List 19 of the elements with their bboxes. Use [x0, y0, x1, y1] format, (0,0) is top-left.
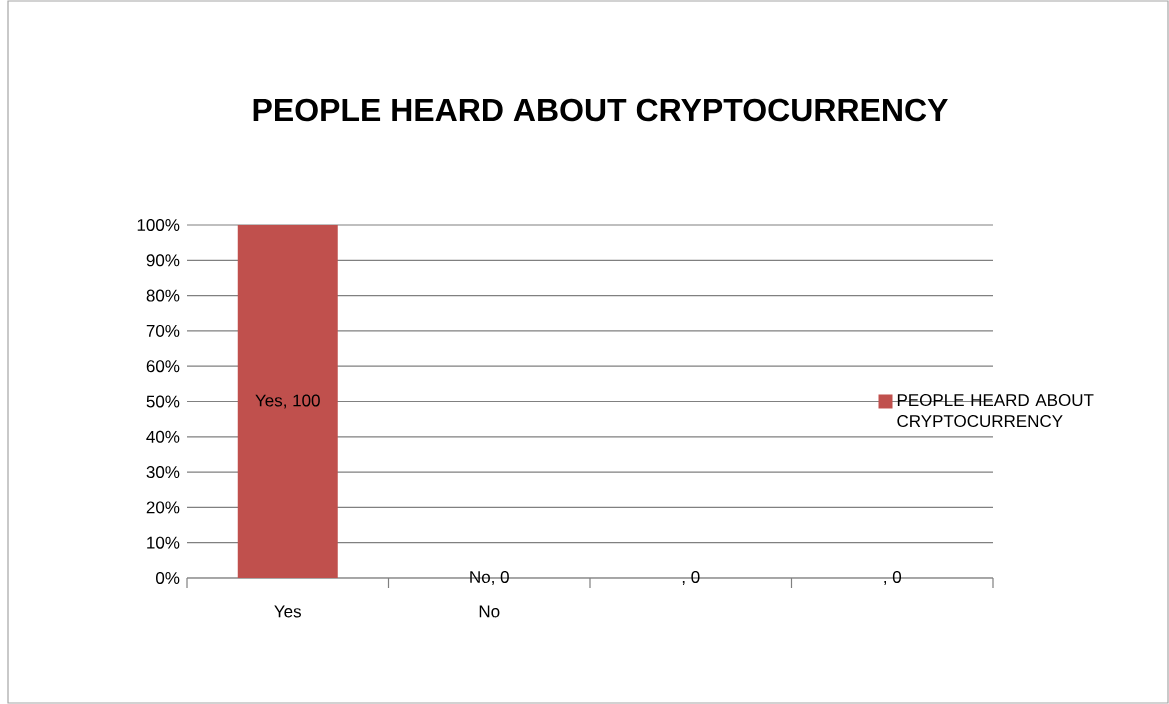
y-tick-label: 20% [146, 501, 180, 514]
y-tick-label: 60% [146, 360, 180, 373]
y-tick-label: 30% [146, 466, 180, 479]
y-tick-label: 40% [146, 430, 180, 443]
y-tick-label: 80% [146, 289, 180, 302]
data-label: No, 0 [470, 570, 509, 585]
x-tick-label: Yes [274, 605, 301, 618]
data-label: , 0 [884, 570, 902, 585]
data-label: Yes, 100 [255, 394, 320, 409]
y-tick-label: 0% [156, 571, 180, 584]
x-tick-label: No [479, 605, 500, 618]
legend-label: PEOPLE HEARD ABOUT CRYPTOCURRENCY [897, 394, 1094, 428]
y-tick-label: 10% [147, 536, 180, 549]
y-tick-label: 70% [146, 324, 180, 337]
y-tick-label: 100% [137, 218, 180, 231]
y-tick-label: 90% [146, 254, 180, 267]
y-tick-label: 50% [146, 395, 180, 408]
data-label: , 0 [682, 570, 700, 585]
chart-title: PEOPLE HEARD ABOUT CRYPTOCURRENCY [253, 98, 948, 122]
